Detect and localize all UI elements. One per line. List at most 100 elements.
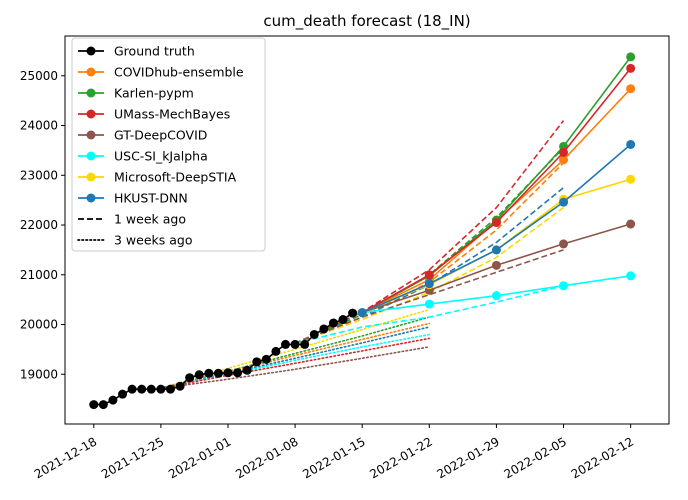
series-3w-hkust-dnn bbox=[160, 326, 431, 390]
series-3w-karlen-pypm bbox=[160, 316, 431, 390]
point-hkust-dnn bbox=[626, 139, 636, 149]
point-covidhub-ensemble bbox=[559, 155, 569, 165]
x-tick-label: 2022-01-22 bbox=[367, 434, 434, 481]
point-ground-truth bbox=[300, 339, 310, 349]
point-hkust-dnn bbox=[559, 197, 569, 207]
point-umass-mechbayes bbox=[559, 147, 569, 157]
point-ground-truth bbox=[252, 357, 262, 367]
legend-label-usc-si-kjalpha: USC-SI_kJalpha bbox=[114, 149, 208, 164]
point-ground-truth bbox=[89, 400, 99, 410]
point-ground-truth bbox=[223, 368, 233, 378]
point-umass-mechbayes bbox=[424, 270, 434, 280]
point-usc-si-kjalpha bbox=[626, 271, 636, 281]
series-1w-gt-deepcovid bbox=[294, 249, 564, 345]
point-usc-si-kjalpha bbox=[424, 299, 434, 309]
legend-marker-gt-deepcovid bbox=[86, 130, 96, 140]
point-ground-truth bbox=[213, 368, 223, 378]
point-karlen-pypm bbox=[626, 52, 636, 62]
point-ground-truth bbox=[98, 400, 108, 410]
legend-label-1-week-ago: 1 week ago bbox=[114, 212, 186, 227]
point-ground-truth bbox=[242, 365, 252, 375]
forecasts-1-week-ago bbox=[294, 120, 565, 345]
point-hkust-dnn bbox=[491, 245, 501, 255]
point-hkust-dnn bbox=[357, 308, 367, 318]
legend-marker-karlen-pypm bbox=[86, 88, 96, 98]
point-hkust-dnn bbox=[424, 279, 434, 289]
point-ground-truth bbox=[175, 381, 185, 391]
x-tick-label: 2022-02-05 bbox=[502, 434, 569, 481]
current-forecasts bbox=[357, 52, 636, 318]
point-ground-truth bbox=[290, 339, 300, 349]
y-tick-label: 21000 bbox=[20, 268, 58, 282]
legend-label-karlen-pypm: Karlen-pypm bbox=[114, 86, 194, 101]
point-ground-truth bbox=[261, 354, 271, 364]
point-gt-deepcovid bbox=[626, 219, 636, 229]
x-tick-label: 2022-01-15 bbox=[300, 434, 367, 481]
series-3w-umass-mechbayes bbox=[160, 337, 431, 390]
series-3w-microsoft-deepstia bbox=[160, 308, 431, 390]
y-tick-label: 19000 bbox=[20, 367, 58, 381]
legend-box bbox=[71, 37, 266, 252]
ground-truth-series bbox=[89, 308, 358, 410]
legend-label-umass-mechbayes: UMass-MechBayes bbox=[114, 107, 230, 122]
point-ground-truth bbox=[233, 368, 243, 378]
point-ground-truth bbox=[108, 395, 118, 405]
legend-marker-usc-si-kjalpha bbox=[86, 151, 96, 161]
x-tick-label: 2022-01-01 bbox=[166, 434, 233, 481]
legend-label-covidhub-ensemble: COVIDhub-ensemble bbox=[114, 65, 244, 80]
x-tick-label: 2021-12-18 bbox=[32, 434, 99, 481]
series-3w-covidhub-ensemble bbox=[160, 322, 431, 390]
point-microsoft-deepstia bbox=[626, 174, 636, 184]
series-covidhub-ensemble bbox=[361, 88, 632, 314]
legend-marker-hkust-dnn bbox=[86, 193, 96, 203]
point-ground-truth bbox=[338, 315, 348, 325]
series-karlen-pypm bbox=[361, 56, 632, 314]
point-ground-truth bbox=[328, 318, 338, 328]
point-umass-mechbayes bbox=[491, 218, 501, 228]
point-ground-truth bbox=[271, 346, 281, 356]
x-tick-label: 2022-01-29 bbox=[435, 434, 502, 481]
legend: Ground truth COVIDhub-ensemble Karlen-pypm… bbox=[71, 37, 266, 252]
legend-label-3-weeks-ago: 3 weeks ago bbox=[114, 233, 193, 248]
point-ground-truth bbox=[204, 368, 214, 378]
y-tick-label: 23000 bbox=[20, 168, 58, 182]
legend-marker-microsoft-deepstia bbox=[86, 172, 96, 182]
point-ground-truth bbox=[319, 324, 329, 334]
y-tick-label: 25000 bbox=[20, 69, 58, 83]
point-covidhub-ensemble bbox=[626, 84, 636, 94]
point-gt-deepcovid bbox=[491, 260, 501, 270]
series-1w-karlen-pypm bbox=[294, 147, 565, 345]
point-ground-truth bbox=[281, 339, 291, 349]
chart-title: cum_death forecast (18_IN) bbox=[263, 12, 470, 31]
legend-marker-covidhub-ensemble bbox=[86, 67, 96, 77]
legend-label-microsoft-deepstia: Microsoft-DeepSTIA bbox=[114, 170, 237, 185]
series-ground-truth bbox=[93, 312, 354, 406]
series-3w-gt-deepcovid bbox=[160, 346, 431, 390]
legend-label-hkust-dnn: HKUST-DNN bbox=[114, 191, 188, 206]
point-ground-truth bbox=[185, 373, 195, 383]
series-1w-microsoft-deepstia bbox=[294, 206, 564, 345]
point-ground-truth bbox=[194, 370, 204, 380]
x-tick-label: 2022-02-12 bbox=[569, 434, 636, 481]
x-tick-label: 2021-12-25 bbox=[99, 434, 166, 481]
point-ground-truth bbox=[118, 389, 128, 399]
point-umass-mechbayes bbox=[626, 63, 636, 73]
point-usc-si-kjalpha bbox=[559, 281, 569, 291]
y-tick-label: 22000 bbox=[20, 218, 58, 232]
point-ground-truth bbox=[137, 384, 147, 394]
point-ground-truth bbox=[156, 384, 166, 394]
legend-label-gt-deepcovid: GT-DeepCOVID bbox=[114, 128, 207, 143]
y-tick-label: 20000 bbox=[20, 318, 58, 332]
point-ground-truth bbox=[309, 329, 319, 339]
point-ground-truth bbox=[165, 384, 175, 394]
series-1w-usc-si-kjalpha bbox=[294, 284, 564, 345]
forecasts-3-weeks-ago bbox=[160, 308, 431, 390]
x-tick-label: 2022-01-08 bbox=[233, 434, 300, 481]
series-1w-umass-mechbayes bbox=[294, 120, 565, 345]
plot-frame bbox=[64, 35, 670, 425]
legend-marker-umass-mechbayes bbox=[86, 109, 96, 119]
point-usc-si-kjalpha bbox=[491, 291, 501, 301]
legend-label-ground-truth: Ground truth bbox=[114, 44, 195, 59]
point-gt-deepcovid bbox=[559, 239, 569, 249]
